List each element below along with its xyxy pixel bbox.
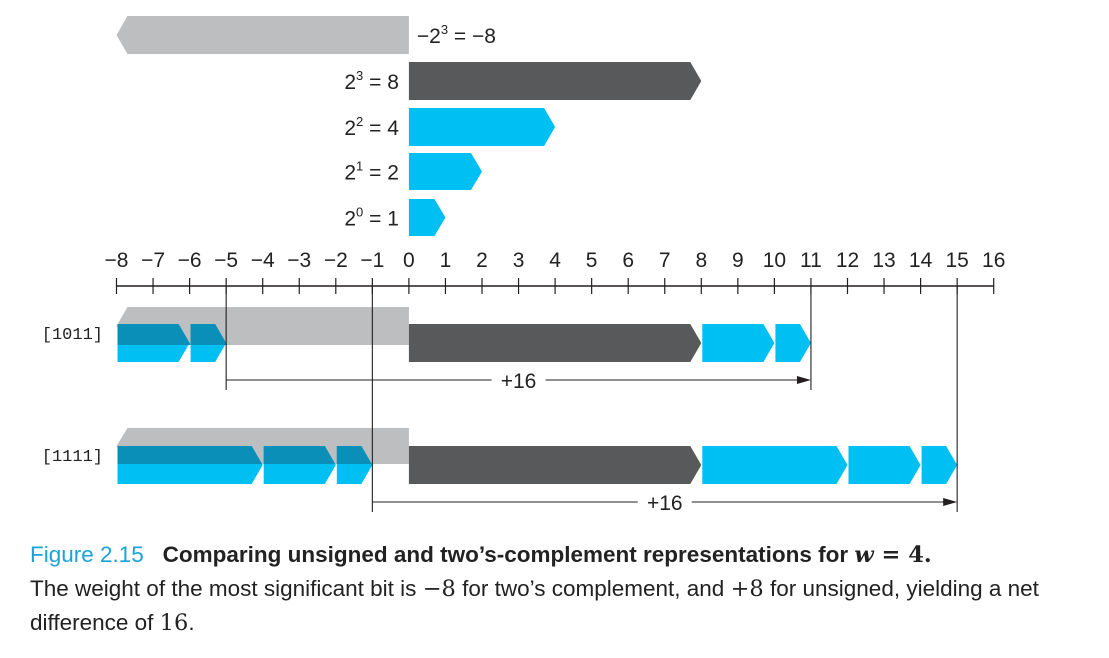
weight-bar [116,16,409,54]
cyan-segment [921,446,958,484]
axis-tick-label: 4 [549,249,561,272]
axis-tick-label: −6 [178,249,202,272]
caption-text-2: for two’s complement, and [455,576,731,601]
axis-tick-label: 6 [622,249,634,272]
weight-bar [408,153,482,190]
axis-tick-label: 14 [909,249,933,272]
axis-tick-label: −3 [287,249,311,272]
cyan-overlap [263,446,336,464]
figure-title: Comparing unsigned and two’s-complement … [162,542,932,568]
weight-label: 21 = 2 [344,159,399,185]
axis-tick-label: 0 [403,249,415,272]
cyan-segment [848,446,921,484]
axis-tick-label: −1 [360,249,384,272]
bit-pattern-rows: [1011] +16 [1111] +16 [42,286,958,515]
bit-weight-bars: −23 = −8 23 = 8 22 = 4 21 = 2 20 = 1 [116,16,702,236]
axis-tick-label: 2 [476,249,488,272]
number-line-axis: −8 −7 −6 −5 −4 −3 −2 −1 0 1 2 3 4 5 6 7 8 9 10 11 12 13 14 15 16 [105,249,1005,294]
cyan-segment [702,324,775,362]
cyan-overlap [190,324,228,345]
axis-tick-label: −7 [141,249,165,272]
axis-tick-label: −8 [105,249,129,272]
caption-value-1: −8 [422,576,456,602]
weight-label: −23 = −8 [417,22,496,48]
weights-diagram: −23 = −823 = 822 = 421 = 220 = 1 −8 −7 −6−… [42,16,1005,515]
weight-label: 20 = 1 [344,205,399,231]
cyan-segment [702,446,848,484]
positive-weight-bar [408,324,702,362]
caption-value-3: 16 [159,610,189,636]
caption-text-1: The weight of the most significant bit i… [30,576,423,601]
axis-tick-label: 10 [763,249,786,272]
axis-tick-label: 11 [800,249,822,272]
bit-pattern-label: [1011] [42,326,103,345]
axis-tick-label: −4 [251,249,275,272]
cyan-overlap [117,446,263,464]
caption-text-4: . [188,610,195,635]
figure-caption: Figure 2.15 Comparing unsigned and two’s… [30,538,1100,640]
figure-title-eq: = 4. [873,542,932,568]
axis-tick-label: 16 [982,249,1005,272]
difference-label: +16 [501,370,537,393]
axis-tick-label: 13 [872,249,895,272]
axis-tick-label: −2 [324,249,348,272]
axis-tick-label: 12 [836,249,859,272]
difference-label: +16 [647,492,683,515]
caption-value-2: +8 [730,576,764,602]
weight-bar [408,62,702,100]
difference-arrowhead [796,376,811,384]
axis-tick-label: 7 [659,249,671,272]
axis-tick-label: −5 [214,249,238,272]
cyan-segment [775,324,811,362]
weight-label: 22 = 4 [344,114,399,140]
bit-pattern-label: [1111] [42,448,103,467]
figure-number: Figure 2.15 [30,542,144,567]
axis-tick-label: 15 [945,249,968,272]
axis-tick-label: 1 [440,249,452,272]
axis-tick-label: 5 [586,249,598,272]
weight-label: 23 = 8 [344,68,399,94]
axis-tick-label: 3 [513,249,525,272]
negative-weight-bar [116,307,409,345]
figure-title-text: Comparing unsigned and two’s-complement … [162,542,855,567]
difference-arrowhead [943,498,958,506]
weight-bar [408,108,556,146]
axis-tick-label: 8 [695,249,707,272]
caption-text-3: for unsigned, yielding a net difference … [30,576,1039,635]
cyan-overlap [117,324,191,345]
figure-title-var: w [854,542,874,568]
cyan-overlap [336,446,372,464]
axis-tick-label: 9 [732,249,744,272]
positive-weight-bar [408,446,702,484]
caption-body: The weight of the most significant bit i… [30,576,1039,636]
weight-bar [408,199,446,236]
